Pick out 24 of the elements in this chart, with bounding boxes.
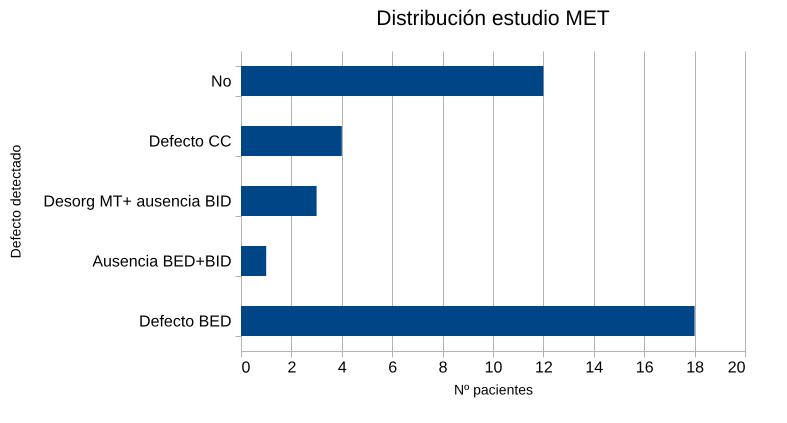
x-tick-label: 2 — [287, 360, 296, 376]
x-tick-label: 20 — [728, 360, 746, 376]
x-tick-label: 0 — [242, 360, 250, 376]
x-tick-label: 6 — [388, 360, 398, 376]
y-axis-title: Defecto detectado — [7, 144, 24, 258]
y-tick-label: No — [211, 74, 232, 90]
x-tick-label: 16 — [636, 360, 654, 376]
bar — [241, 66, 544, 96]
x-tick-label: 18 — [686, 360, 704, 376]
bar — [241, 306, 695, 336]
bar — [241, 246, 266, 276]
x-tick-label: 4 — [338, 360, 347, 376]
x-tick-label: 14 — [585, 360, 604, 376]
y-tick-label: Ausencia BED+BID — [92, 254, 232, 270]
y-tick-label: Defecto CC — [148, 134, 232, 150]
x-tick-label: 10 — [484, 360, 502, 376]
x-tick-label: 12 — [535, 360, 553, 376]
bar — [241, 126, 342, 156]
chart-title: Distribución estudio MET — [376, 7, 610, 30]
x-tick-label: 8 — [438, 360, 448, 376]
y-tick-label: Desorg MT+ ausencia BID — [43, 194, 232, 210]
y-tick-label: Defecto BED — [139, 314, 232, 330]
bar — [241, 186, 317, 216]
x-axis-title: Nº pacientes — [454, 382, 534, 398]
